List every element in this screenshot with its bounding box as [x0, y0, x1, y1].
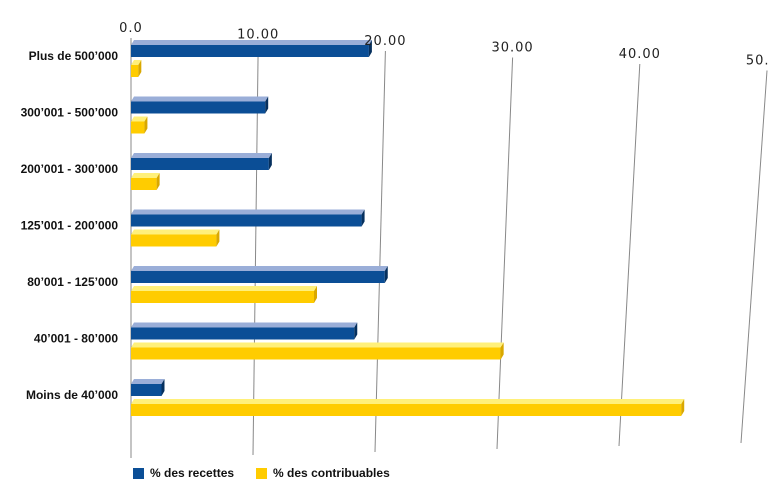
bar-recettes	[131, 266, 388, 283]
bar-contribuables	[131, 286, 317, 303]
bar-recettes	[131, 96, 269, 114]
legend-item-recettes: % des recettes	[133, 466, 234, 480]
bar-contribuables	[131, 399, 685, 416]
bar-recettes	[131, 153, 272, 170]
x-tick-label: 0.0	[119, 21, 143, 36]
legend-swatch-contribuables	[256, 467, 268, 479]
bar-recettes	[131, 40, 372, 57]
legend: % des recettes % des contribuables	[133, 466, 412, 480]
x-tick-label: 10.00	[237, 28, 279, 43]
x-tick-label: 30.00	[491, 41, 533, 56]
bar-recettes	[131, 379, 165, 396]
category-labels: Plus de 500’000 300’001 - 500’000 200’001 …	[21, 49, 119, 402]
bar-recettes	[131, 209, 365, 227]
bar-contribuables	[131, 116, 148, 134]
grid-line	[496, 57, 514, 450]
bar-contribuables	[131, 60, 142, 77]
category-label: 125’001 - 200’000	[21, 219, 119, 233]
category-label: 200’001 - 300’000	[21, 162, 119, 176]
category-label: 300’001 - 500’000	[21, 106, 119, 120]
grid-line	[374, 50, 386, 453]
category-label: Plus de 500’000	[29, 49, 119, 63]
x-tick-label: 20.00	[364, 34, 406, 49]
bar-contribuables	[131, 342, 504, 360]
category-label: 80’001 - 125’000	[27, 275, 118, 289]
bars	[131, 40, 685, 416]
grid-line	[740, 70, 768, 444]
x-tick-label: 50.00	[746, 54, 769, 69]
bar-recettes	[131, 322, 358, 340]
legend-item-contribuables: % des contribuables	[256, 466, 390, 480]
category-label: 40’001 - 80’000	[34, 332, 118, 346]
x-tick-labels: 0.0 10.00 20.00 30.00 40.00 50.00	[119, 21, 769, 69]
grid-line	[618, 63, 641, 447]
bar-contribuables	[131, 173, 160, 190]
x-tick-label: 40.00	[619, 47, 661, 62]
category-label: Moins de 40’000	[26, 388, 118, 402]
legend-label-recettes: % des recettes	[150, 466, 235, 480]
bar-contribuables	[131, 229, 220, 247]
legend-swatch-recettes	[133, 467, 144, 479]
legend-label-contribuables: % des contribuables	[273, 466, 390, 480]
